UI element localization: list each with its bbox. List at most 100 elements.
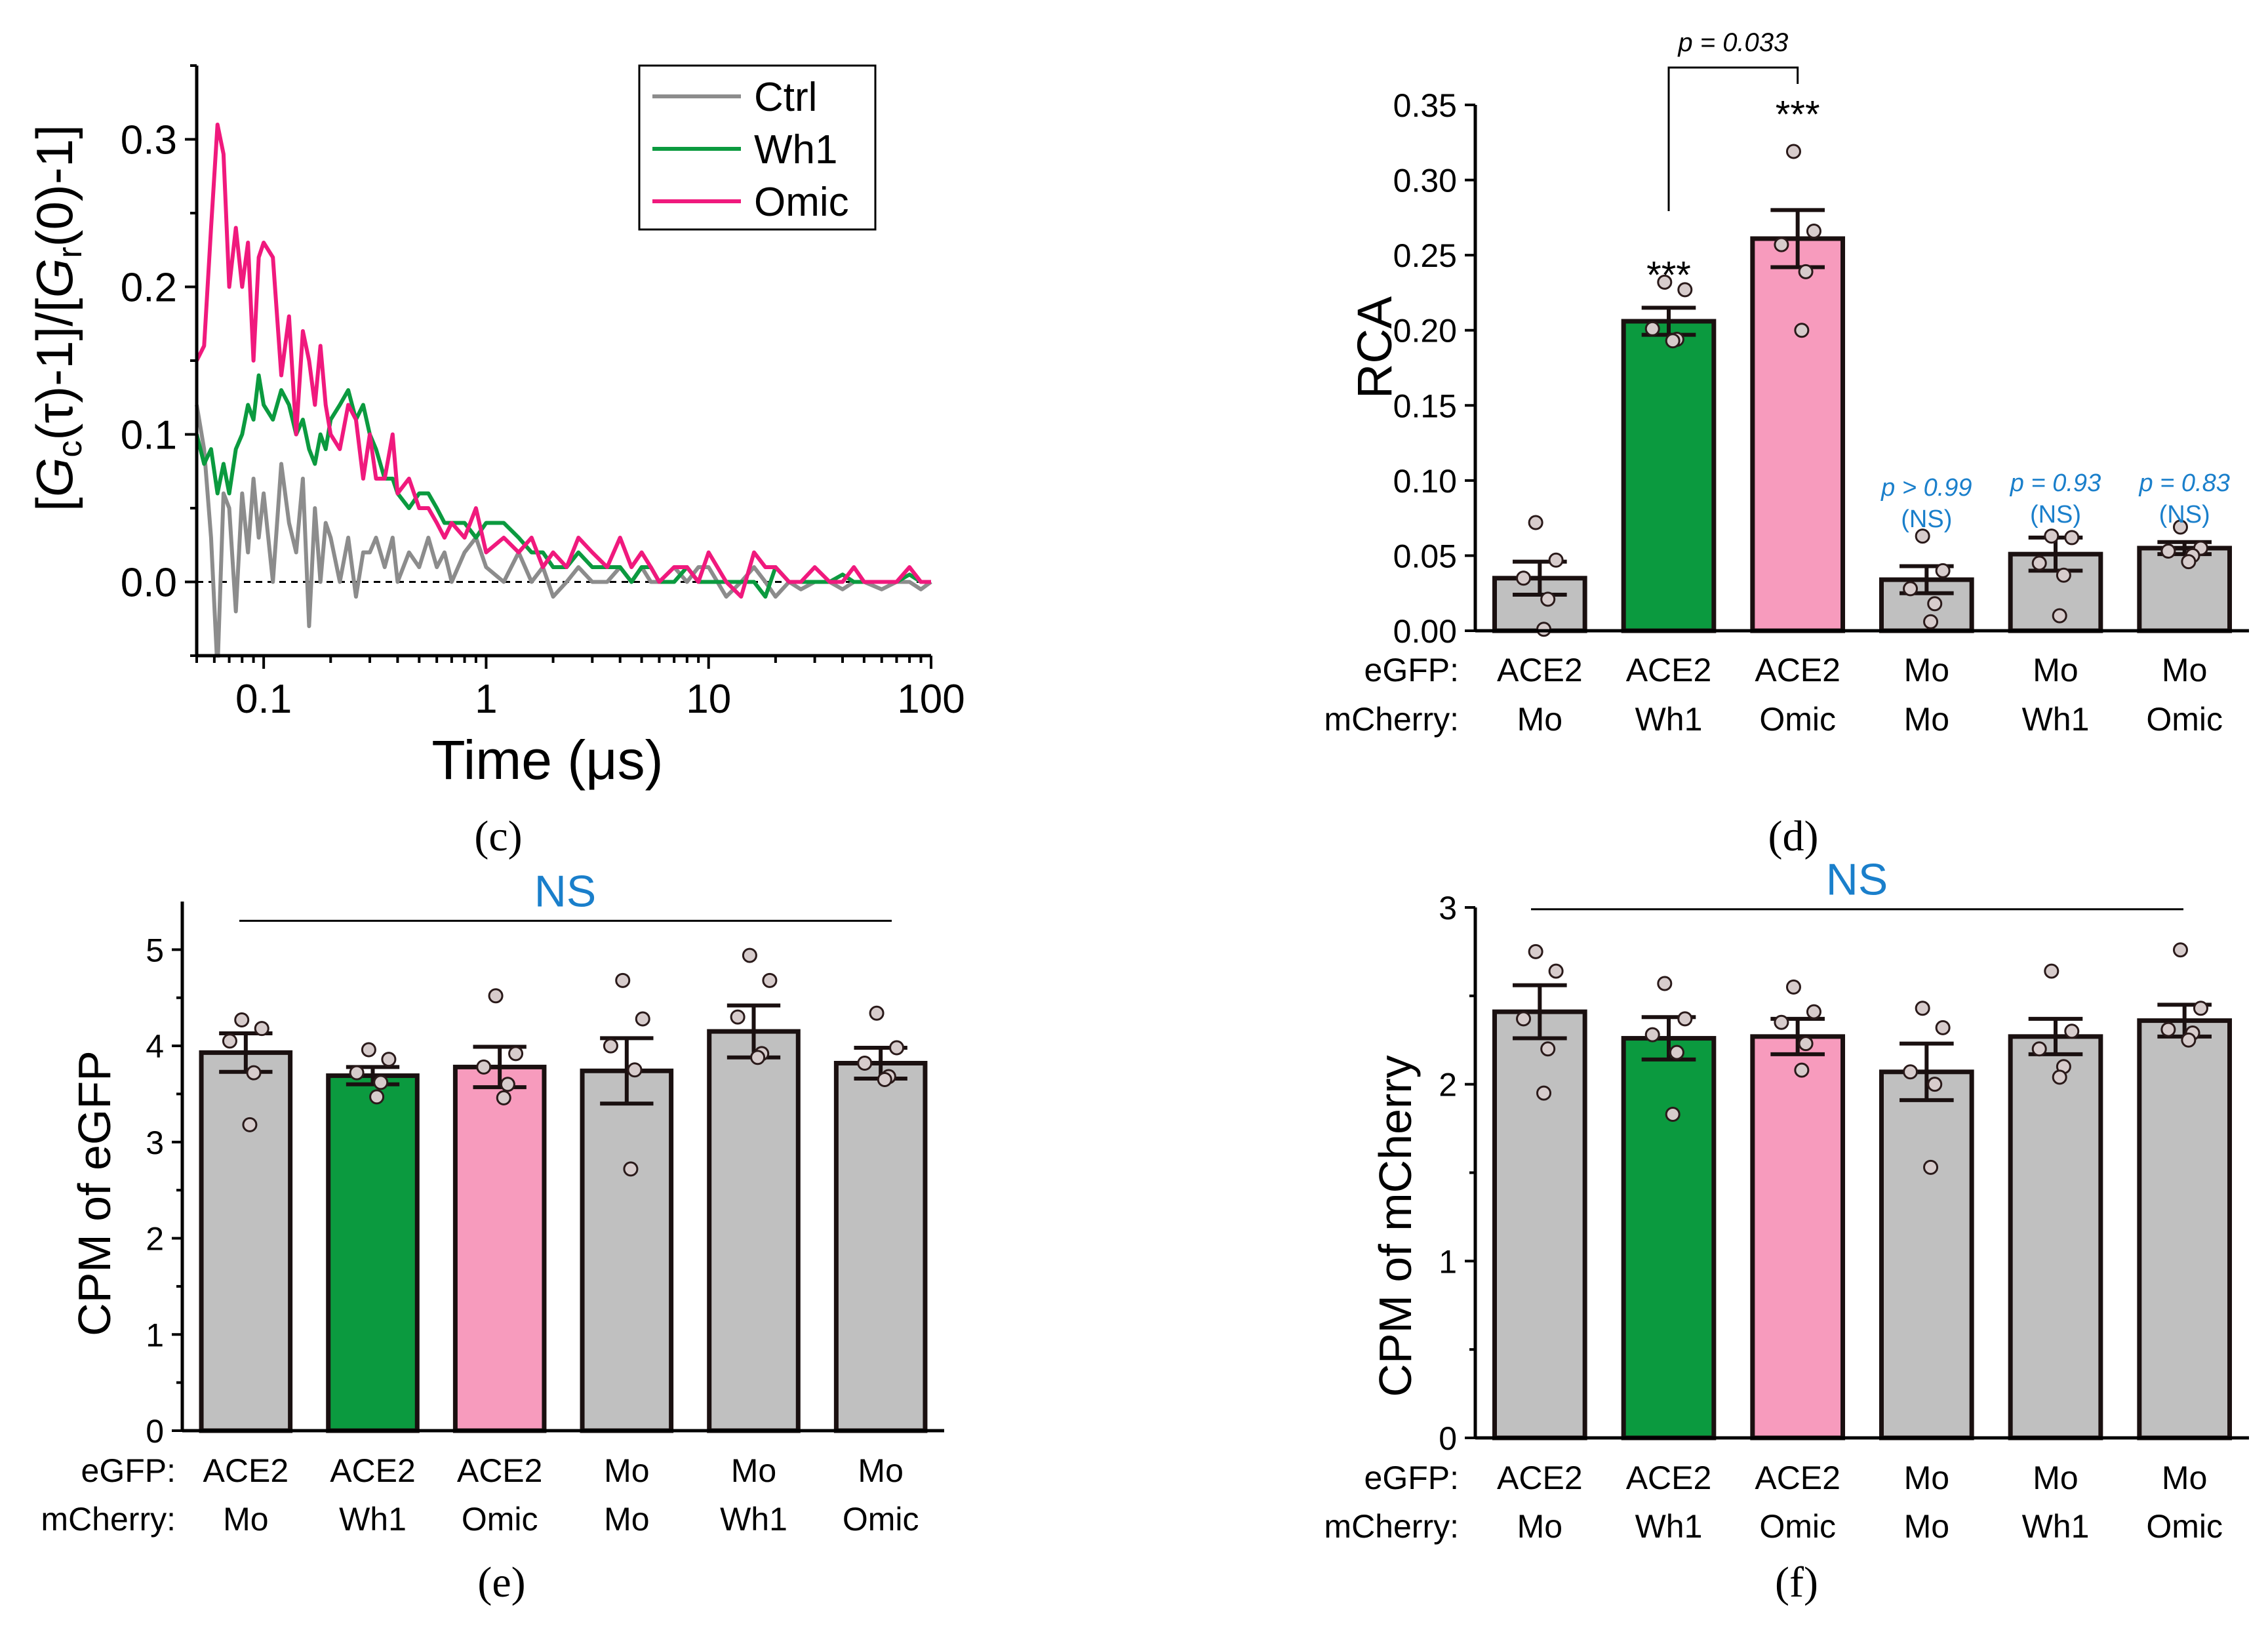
f-data-point [2031, 1041, 2047, 1057]
d-category-egfp-label: ACE2 [1626, 652, 1712, 688]
c-y-tick-label: 0.0 [121, 561, 177, 606]
c-legend-label-omic: Omic [754, 180, 849, 225]
d-data-point [1528, 515, 1543, 530]
e-y-tick-label: 2 [146, 1221, 164, 1258]
c-legend: Ctrl Wh1 Omic [638, 64, 877, 231]
d-data-point [2044, 528, 2059, 544]
f-data-point [2193, 1001, 2208, 1016]
e-data-point [603, 1038, 618, 1054]
d-data-point [2160, 544, 2176, 559]
panel-label-d: (d) [1768, 812, 1819, 860]
f-data-point [1915, 1001, 1930, 1016]
e-category-mcherry-label: Mo [223, 1501, 268, 1538]
e-data-point [623, 1161, 639, 1177]
e-category-mcherry-label: Wh1 [720, 1501, 787, 1538]
e-bar-0 [199, 1050, 293, 1433]
d-category-egfp-label: ACE2 [1755, 652, 1840, 688]
e-y-tick-label: 3 [146, 1124, 164, 1161]
c-clip-mask-left [144, 654, 190, 707]
d-category-egfp-label: ACE2 [1497, 652, 1583, 688]
e-category-egfp-label: Mo [604, 1452, 649, 1489]
e-data-point [476, 1059, 492, 1075]
d-significance-stars: *** [1776, 93, 1820, 136]
e-y-tick-label: 0 [146, 1413, 164, 1450]
d-data-point [2031, 555, 2047, 571]
f-y-tick-label: 1 [1439, 1243, 1457, 1280]
c-series-ctrl [195, 405, 932, 673]
e-category-mcherry-label: Omic [843, 1501, 919, 1538]
e-category-egfp-label: Mo [731, 1452, 776, 1489]
e-bar-5 [833, 1061, 928, 1433]
c-clip-mask [190, 658, 944, 697]
e-data-point [234, 1012, 250, 1027]
e-data-point [635, 1011, 650, 1027]
d-ns-label: (NS) [1901, 506, 1952, 533]
f-data-point [1665, 1107, 1681, 1123]
e-data-point [361, 1042, 376, 1058]
d-data-point [1677, 282, 1693, 298]
d-y-tick-label: 0.25 [1393, 237, 1457, 274]
e-category-egfp-label: ACE2 [203, 1452, 289, 1489]
d-data-point [1548, 552, 1564, 568]
f-category-egfp-label: ACE2 [1626, 1460, 1712, 1496]
d-data-point [1785, 144, 1801, 159]
c-x-axis-label: Time (μs) [431, 729, 663, 791]
f-data-point [1548, 963, 1564, 979]
d-data-point [2064, 530, 2080, 546]
d-bar-1 [1621, 319, 1717, 633]
e-data-point [369, 1089, 385, 1105]
panel-label-f: (f) [1775, 1559, 1818, 1606]
f-data-point [1903, 1064, 1919, 1080]
e-data-point [488, 988, 504, 1004]
f-data-point [1669, 1044, 1684, 1060]
d-ns-label: (NS) [2030, 501, 2081, 528]
f-data-point [1794, 1062, 1810, 1078]
d-pvalue-label: p = 0.83 [2138, 469, 2229, 497]
d-category-mcherry-label: Omic [2146, 701, 2223, 738]
d-category-egfp-label: Mo [2033, 652, 2078, 688]
panel-d-bar-chart: RCA (d) ACE2 Mo ACE2 Wh1 ACE2 Omic Mo Mo Mo Wh1 Mo… [1324, 28, 2249, 860]
d-y-tick-label: 0.05 [1393, 538, 1457, 574]
f-bar-5 [2137, 1018, 2232, 1441]
e-data-point [222, 1033, 237, 1049]
f-category-egfp-label: ACE2 [1497, 1460, 1583, 1496]
c-x-tick-label: 100 [897, 677, 965, 722]
e-y-axis-label: CPM of eGFP [69, 1050, 120, 1336]
f-data-point [1798, 1036, 1814, 1052]
d-category-mcherry-label: Mo [1517, 701, 1562, 738]
e-data-point [627, 1062, 643, 1078]
c-x-tick-label: 1 [475, 677, 497, 722]
d-data-point [2052, 608, 2067, 624]
panel-c-line-chart: [Gc(τ)-1]/[Gr(0)-1] Time (μs) (c) 0.0 0.1… [26, 64, 965, 860]
f-data-point [1516, 1011, 1532, 1027]
d-y-tick-label: 0.15 [1393, 388, 1457, 424]
e-data-point [615, 972, 631, 988]
d-y-axis-label: RCA [1347, 296, 1402, 399]
d-row-label-egfp: eGFP: [1364, 652, 1459, 688]
f-data-point [1536, 1085, 1552, 1101]
d-data-point [1516, 570, 1532, 586]
d-row-label-mcherry: mCherry: [1324, 701, 1459, 738]
f-y-tick-label: 3 [1439, 890, 1457, 926]
d-data-point [1923, 614, 1939, 629]
e-row-label-mcherry: mCherry: [41, 1501, 176, 1538]
f-category-egfp-label: Mo [2162, 1460, 2207, 1496]
d-data-point [1657, 274, 1673, 290]
f-bar-2 [1750, 1034, 1845, 1441]
f-data-point [1774, 1014, 1789, 1030]
d-category-mcherry-label: Omic [1759, 701, 1836, 738]
svg-text:[Gc(τ)-1]/[Gr(0)-1]: [Gc(τ)-1]/[Gr(0)-1] [26, 125, 89, 511]
d-ns-label: (NS) [2159, 501, 2210, 528]
f-data-point [1935, 1020, 1951, 1035]
f-bar-3 [1879, 1069, 1974, 1441]
e-category-egfp-label: ACE2 [330, 1452, 416, 1489]
f-data-point [1644, 1027, 1660, 1043]
d-bar-2 [1750, 236, 1845, 633]
d-data-point [1665, 333, 1681, 349]
e-category-egfp-label: Mo [858, 1452, 903, 1489]
e-category-mcherry-label: Omic [462, 1501, 538, 1538]
e-data-point [508, 1046, 524, 1062]
f-bar-1 [1621, 1036, 1717, 1441]
f-category-mcherry-label: Wh1 [2022, 1508, 2090, 1545]
